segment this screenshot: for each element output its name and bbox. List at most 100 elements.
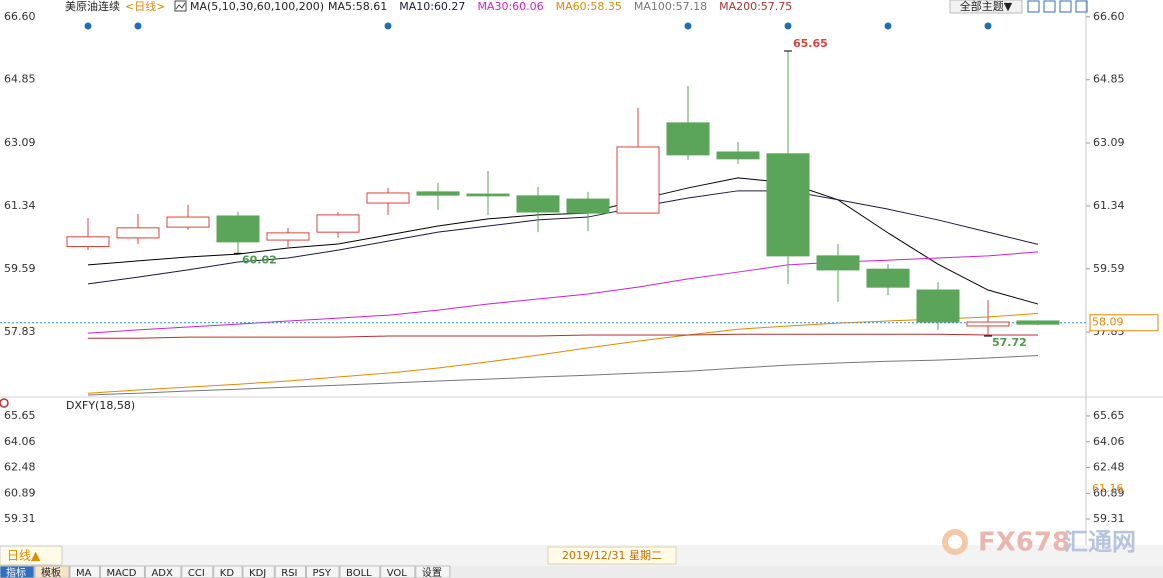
y-tick-label-right: 65.65 [1093,409,1125,422]
tab-label[interactable]: 指标 [6,566,26,578]
y-tick-label-right: 60.89 [1093,486,1125,499]
tab-label[interactable]: 模板 [41,566,61,578]
ma-line [87,354,1039,396]
y-tick-label: 61.34 [4,199,36,212]
legend-entry: MA5:58.61 [328,0,387,13]
y-tick-label: 65.65 [4,409,36,422]
tab-label[interactable]: MACD [106,568,136,578]
tab[interactable] [99,565,145,578]
tab-label[interactable]: PSY [313,568,332,578]
period-button[interactable] [0,545,63,566]
candle-body [266,232,310,241]
y-tick-label-right: 59.31 [1093,512,1125,525]
candle-body [516,195,560,213]
sub-title: DXFY(18,58) [66,399,135,412]
candle-body [1016,320,1060,325]
indicator: MA(5,10,30,60,100,200) [190,0,324,13]
y-tick-label-right: 64.06 [1093,435,1125,448]
layout-icon[interactable] [1075,0,1088,13]
event-marker[interactable] [784,22,792,30]
y-tick-label-right: 62.48 [1093,460,1125,473]
y-tick-label: 64.85 [4,73,36,86]
y-tick-label-right: 61.34 [1093,199,1125,212]
tab[interactable] [0,565,35,578]
y-tick-label: 60.89 [4,486,36,499]
y-tick-label: 66.60 [4,10,36,23]
tab-label[interactable]: RSI [281,568,297,578]
y-tick-label-right: 64.85 [1093,73,1125,86]
y-tick-label-right: 66.60 [1093,10,1125,23]
ma-line [87,251,1039,334]
date: 2019/12/31 星期二 [562,549,662,562]
event-marker[interactable] [134,22,142,30]
legend-entry: MA100:57.18 [634,0,707,13]
watermark-cn: 汇通网 [1064,528,1136,556]
tab[interactable] [181,565,214,578]
candle-body [866,268,910,288]
theme-button[interactable] [949,0,1023,14]
theme-button-label[interactable]: 全部主题▼ [960,0,1013,13]
tab-label[interactable]: BOLL [346,568,372,578]
tab[interactable] [306,565,340,578]
tab[interactable] [274,565,307,578]
event-marker[interactable] [84,22,92,30]
y-tick-label: 57.83 [4,325,36,338]
period[interactable]: <日线> [125,0,165,13]
tab-label[interactable]: KDJ [249,568,266,578]
y-tick-label: 59.59 [4,262,36,275]
candle-body [966,321,1010,327]
legend-entry: MA30:60.06 [477,0,543,13]
y-tick-label-right: 59.59 [1093,262,1125,275]
settings-icon[interactable] [0,398,9,408]
tab[interactable] [339,565,381,578]
indicator-icon[interactable] [174,0,187,12]
event-marker[interactable] [384,22,392,30]
tab[interactable] [415,565,451,578]
candle-body [416,191,460,196]
tab-label[interactable]: 设置 [422,567,442,578]
legend-entry: MA60:58.35 [556,0,622,13]
ma-line [88,333,1038,339]
y-tick-label: 62.48 [4,460,36,473]
candle-body [166,216,210,228]
candle-body [116,227,160,239]
candle-body [916,289,960,323]
tab[interactable] [242,565,275,578]
period-button-label[interactable]: 日线▲ [7,549,41,563]
tab[interactable] [213,565,243,578]
tab[interactable] [144,565,182,578]
event-marker[interactable] [984,22,992,30]
low-label: 57.72 [992,336,1027,349]
tab-label[interactable]: VOL [387,568,408,578]
tab[interactable] [69,565,100,578]
candle-body [766,153,810,257]
symbol: 美原油连续 [65,0,120,13]
layout-icon[interactable] [1043,0,1056,13]
tab[interactable] [34,565,70,578]
event-marker[interactable] [884,22,892,30]
candle-body [616,146,660,214]
tab-label[interactable]: KD [220,568,235,578]
candle-body [66,236,110,248]
event-marker[interactable] [684,22,692,30]
tab-label[interactable]: ADX [151,568,173,578]
legend-entry: MA200:57.75 [719,0,792,13]
tab[interactable] [380,565,416,578]
high-label: 65.65 [793,37,828,50]
tabs: 指标 模板 MA MACD ADX CCI KD KDJ RSI PSY BOLL VOL 设置 [0,565,451,578]
y-tick-label: 63.09 [4,136,36,149]
event-markers [84,22,992,30]
layout-icon[interactable] [1027,0,1040,13]
ma-line [87,190,1039,285]
layout-icon[interactable] [1059,0,1072,13]
ma-line [87,177,1039,305]
tab-label[interactable]: MA [76,568,92,578]
y-tick-label-right: 63.09 [1093,136,1125,149]
y-tick-label: 64.06 [4,435,36,448]
low-label: 60.02 [242,253,277,266]
tab-label[interactable]: CCI [188,568,205,578]
candle-body [466,193,510,197]
